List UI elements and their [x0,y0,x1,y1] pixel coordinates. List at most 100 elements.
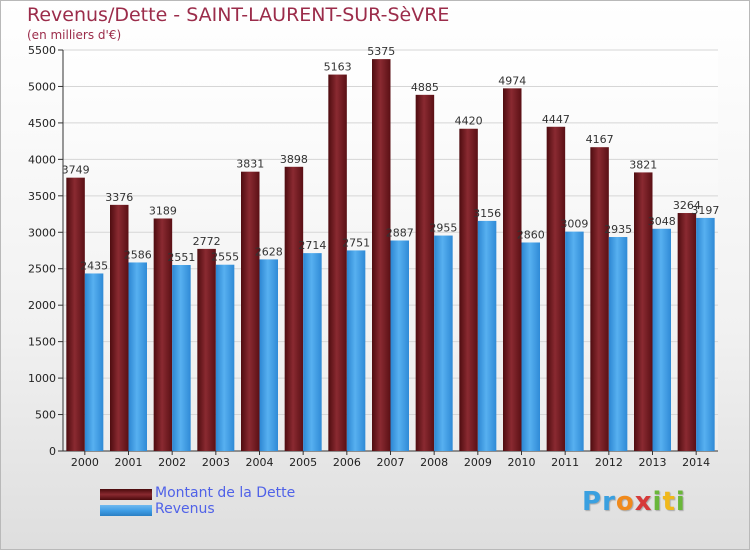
legend-swatch-dette [100,489,152,500]
x-tick-label: 2006 [333,456,361,469]
x-tick-label: 2014 [682,456,710,469]
y-tick-label: 1500 [28,336,56,349]
debt-value-label: 3189 [149,204,177,217]
legend-swatch-revenus [100,505,152,516]
debt-bar [590,147,609,452]
debt-value-label: 4885 [411,81,439,94]
revenue-value-label: 2751 [342,236,370,249]
revenue-bar [696,217,715,451]
revenue-bar [84,273,104,451]
y-tick-label: 3500 [28,190,56,203]
revenue-value-label: 2955 [429,222,457,235]
revenue-bar [346,250,366,451]
y-tick-label: 3000 [28,226,56,239]
logo-letter: x [634,487,653,517]
debt-bar [66,177,85,451]
x-tick-label: 2000 [71,456,99,469]
y-tick-label: 4500 [28,117,56,130]
y-tick-label: 1000 [28,372,56,385]
debt-value-label: 4974 [498,74,526,87]
revenue-value-label: 2586 [124,248,152,261]
debt-value-label: 3831 [236,158,264,171]
debt-value-label: 3821 [629,158,657,171]
unit-subtitle: (en milliers d'€) [27,28,122,42]
debt-bar [241,171,260,451]
x-tick-label: 2003 [202,456,230,469]
y-tick-label: 4000 [28,153,56,166]
revenue-bar [434,235,453,451]
revenue-bar [608,237,628,451]
x-tick-label: 2002 [158,456,186,469]
x-tick-label: 2010 [508,456,536,469]
debt-value-label: 3264 [673,199,701,212]
debt-value-label: 2772 [193,235,221,248]
revenue-value-label: 2628 [255,245,283,258]
revenue-bar [652,228,671,451]
debt-bar [328,74,347,451]
x-tick-label: 2013 [639,456,667,469]
debt-value-label: 4167 [586,133,614,146]
debt-value-label: 4447 [542,113,570,126]
x-tick-label: 2008 [420,456,448,469]
logo-letter: o [615,487,635,517]
debt-value-label: 5375 [367,45,395,58]
y-tick-label: 2000 [28,299,56,312]
revenue-value-label: 3048 [648,215,676,228]
y-tick-label: 5500 [28,44,56,57]
revenue-bar [259,259,278,451]
debt-bar [503,88,522,451]
debt-value-label: 5163 [324,61,352,74]
revenue-bar [172,265,191,451]
revenue-bar [215,264,235,451]
revenue-bar [477,220,497,451]
x-tick-label: 2004 [246,456,274,469]
revenue-value-label: 2887 [386,227,414,240]
revenue-value-label: 3009 [560,218,588,231]
x-tick-label: 2009 [464,456,492,469]
debt-bar [153,218,173,451]
revenue-bar [303,253,322,451]
debt-bar [110,204,129,451]
debt-bar [415,94,435,452]
revenue-value-label: 2555 [211,251,239,264]
debt-value-label: 3376 [105,191,133,204]
debt-bar [677,213,697,451]
x-tick-label: 2007 [377,456,405,469]
proxiti-logo: Proxiti [582,487,686,517]
logo-letter: P [582,487,603,517]
debt-value-label: 3749 [62,164,90,177]
y-tick-label: 0 [49,445,56,458]
debt-bar [459,128,478,451]
x-tick-label: 2001 [115,456,143,469]
x-tick-label: 2005 [289,456,317,469]
revenue-value-label: 3197 [691,204,719,217]
x-tick-label: 2012 [595,456,623,469]
page-title: Revenus/Dette - SAINT-LAURENT-SUR-SèVRE [27,4,450,26]
debt-bar [197,248,216,451]
debt-bar [372,59,391,451]
legend-label-dette: Montant de la Dette [155,485,296,501]
x-tick-label: 2011 [551,456,579,469]
logo-letter: t [662,487,676,517]
debt-value-label: 4420 [455,115,483,128]
legend-label-revenus: Revenus [155,501,215,517]
y-tick-label: 2500 [28,263,56,276]
revenue-bar [565,231,584,451]
logo-letter: i [675,487,686,517]
revenue-value-label: 2935 [604,223,632,236]
revenue-value-label: 2551 [167,251,195,264]
debt-bar [634,172,653,451]
revenue-bar [128,262,147,451]
revenue-value-label: 2860 [517,228,545,241]
revenue-value-label: 3156 [473,207,501,220]
logo-letter: i [652,487,663,517]
revenue-value-label: 2435 [80,259,108,272]
debt-bar [284,166,304,452]
debt-value-label: 3898 [280,153,308,166]
revenue-value-label: 2714 [298,239,326,252]
y-tick-label: 5000 [28,80,56,93]
logo-letter: r [602,487,616,517]
y-tick-label: 500 [35,409,56,422]
revenue-bar [390,240,409,451]
